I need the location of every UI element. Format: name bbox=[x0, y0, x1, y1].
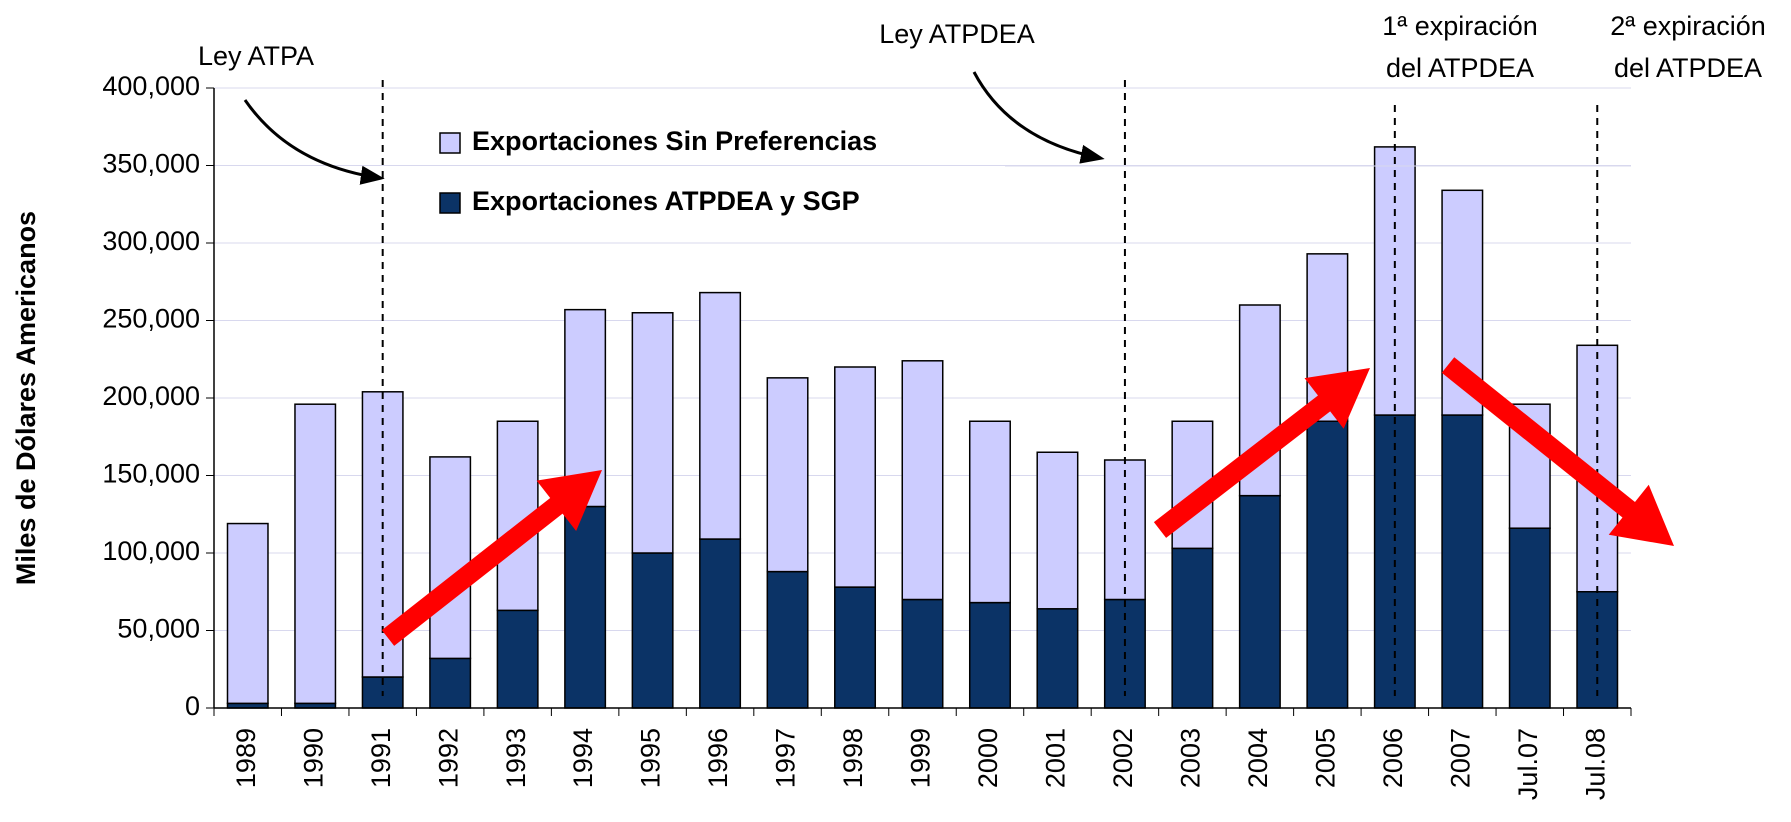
x-tick-label: 2001 bbox=[1041, 728, 1071, 788]
bar-segment bbox=[834, 366, 877, 588]
x-tick-label: 1989 bbox=[231, 728, 261, 788]
bar-segment bbox=[1306, 420, 1349, 709]
bar-segment bbox=[1238, 494, 1281, 709]
bar-segment bbox=[699, 538, 742, 709]
y-tick-label: 300,000 bbox=[102, 226, 200, 256]
bar-segment bbox=[631, 552, 674, 709]
x-tick-label: Jul.08 bbox=[1580, 728, 1610, 800]
x-tick-label: 1994 bbox=[568, 728, 598, 788]
y-tick-label: 250,000 bbox=[102, 304, 200, 334]
x-tick-label: 1993 bbox=[501, 728, 531, 788]
x-tick-label: 2005 bbox=[1310, 728, 1340, 788]
bar-segment bbox=[429, 456, 472, 660]
bar-segment bbox=[226, 522, 269, 705]
annotation: del ATPDEA bbox=[1614, 53, 1762, 83]
legend-swatch bbox=[439, 192, 461, 214]
annotation: Ley ATPDEA bbox=[879, 19, 1035, 49]
x-tick-label: 1991 bbox=[366, 728, 396, 788]
bar-segment bbox=[496, 609, 539, 709]
legend-label: Exportaciones ATPDEA y SGP bbox=[472, 186, 860, 216]
bar-segment bbox=[1036, 608, 1079, 709]
y-tick-label: 400,000 bbox=[102, 71, 200, 101]
y-tick-label: 350,000 bbox=[102, 149, 200, 179]
bar-segment bbox=[1508, 527, 1551, 709]
annotation: 2ª expiración bbox=[1610, 11, 1766, 41]
bar-segment bbox=[834, 586, 877, 709]
bar-segment bbox=[901, 360, 944, 601]
bar-segment bbox=[1441, 414, 1484, 709]
x-tick-label: 2006 bbox=[1378, 728, 1408, 788]
x-tick-label: 2000 bbox=[973, 728, 1003, 788]
bar-segment bbox=[901, 598, 944, 709]
x-tick-label: Jul.07 bbox=[1513, 728, 1543, 800]
y-tick-label: 200,000 bbox=[102, 381, 200, 411]
legend-swatch bbox=[439, 132, 461, 154]
y-tick-label: 0 bbox=[185, 691, 200, 721]
bar-segment bbox=[968, 420, 1011, 604]
x-tick-label: 1992 bbox=[433, 728, 463, 788]
x-tick-label: 1990 bbox=[298, 728, 328, 788]
trend-arrow bbox=[1153, 368, 1370, 538]
bar-segment bbox=[1576, 591, 1619, 709]
x-tick-label: 2004 bbox=[1243, 728, 1273, 788]
x-tick-label: 1998 bbox=[838, 728, 868, 788]
bar-segment bbox=[766, 570, 809, 709]
bar-segment bbox=[766, 377, 809, 573]
annotation: 1ª expiración bbox=[1382, 11, 1538, 41]
y-tick-label: 150,000 bbox=[102, 459, 200, 489]
bar-segment bbox=[968, 601, 1011, 709]
trend-arrow bbox=[381, 470, 602, 646]
trend-arrow bbox=[1441, 357, 1674, 546]
y-tick-label: 50,000 bbox=[117, 614, 200, 644]
y-axis-label: Miles de Dólares Americanos bbox=[11, 211, 41, 585]
x-tick-label: 2007 bbox=[1445, 728, 1475, 788]
x-tick-label: 2003 bbox=[1176, 728, 1206, 788]
bar-segment bbox=[1171, 547, 1214, 709]
annotation: del ATPDEA bbox=[1386, 53, 1534, 83]
bar-segment bbox=[631, 312, 674, 554]
x-tick-label: 1999 bbox=[906, 728, 936, 788]
x-tick-label: 1996 bbox=[703, 728, 733, 788]
bar-segment bbox=[294, 403, 337, 705]
annotation: Ley ATPA bbox=[198, 41, 314, 71]
x-tick-label: 1995 bbox=[636, 728, 666, 788]
x-tick-label: 2002 bbox=[1108, 728, 1138, 788]
curved-arrow bbox=[243, 99, 385, 185]
y-tick-label: 100,000 bbox=[102, 536, 200, 566]
bar-segment bbox=[564, 505, 607, 709]
bar-segment bbox=[1036, 451, 1079, 610]
curved-arrow bbox=[972, 71, 1105, 164]
legend-label: Exportaciones Sin Preferencias bbox=[472, 126, 877, 156]
x-tick-label: 1997 bbox=[771, 728, 801, 788]
bar-segment bbox=[429, 657, 472, 709]
bar-segment bbox=[699, 291, 742, 540]
